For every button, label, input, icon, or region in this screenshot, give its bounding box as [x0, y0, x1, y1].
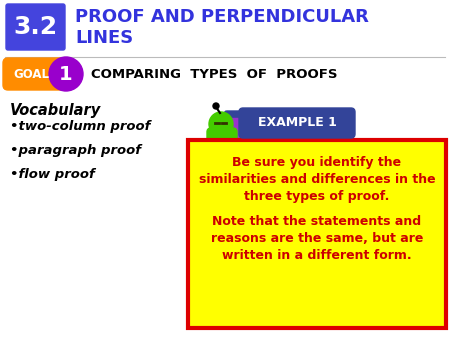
- Text: 3.2: 3.2: [14, 15, 58, 39]
- Text: reasons are the same, but are: reasons are the same, but are: [211, 232, 423, 245]
- Text: 1: 1: [59, 65, 73, 83]
- FancyBboxPatch shape: [224, 111, 250, 145]
- Text: LINES: LINES: [75, 29, 133, 47]
- FancyBboxPatch shape: [221, 118, 249, 150]
- FancyBboxPatch shape: [188, 140, 446, 328]
- Text: PROOF AND PERPENDICULAR: PROOF AND PERPENDICULAR: [75, 8, 369, 26]
- Text: •two-column proof: •two-column proof: [10, 120, 150, 133]
- FancyBboxPatch shape: [3, 58, 69, 90]
- Circle shape: [209, 112, 233, 136]
- Text: COMPARING  TYPES  OF  PROOFS: COMPARING TYPES OF PROOFS: [91, 68, 338, 80]
- Text: similarities and differences in the: similarities and differences in the: [199, 173, 435, 186]
- FancyBboxPatch shape: [207, 128, 237, 156]
- Text: Vocabulary: Vocabulary: [10, 103, 101, 118]
- Circle shape: [49, 57, 83, 91]
- Text: EXAMPLE 1: EXAMPLE 1: [257, 117, 337, 129]
- Circle shape: [213, 103, 219, 109]
- Text: •paragraph proof: •paragraph proof: [10, 144, 141, 157]
- Text: Be sure you identify the: Be sure you identify the: [233, 156, 401, 169]
- FancyBboxPatch shape: [6, 4, 65, 50]
- Text: written in a different form.: written in a different form.: [222, 249, 412, 262]
- Text: Note that the statements and: Note that the statements and: [212, 215, 422, 228]
- Text: •flow proof: •flow proof: [10, 168, 95, 181]
- Text: GOAL: GOAL: [14, 68, 50, 80]
- Text: three types of proof.: three types of proof.: [244, 190, 390, 203]
- FancyBboxPatch shape: [239, 108, 355, 138]
